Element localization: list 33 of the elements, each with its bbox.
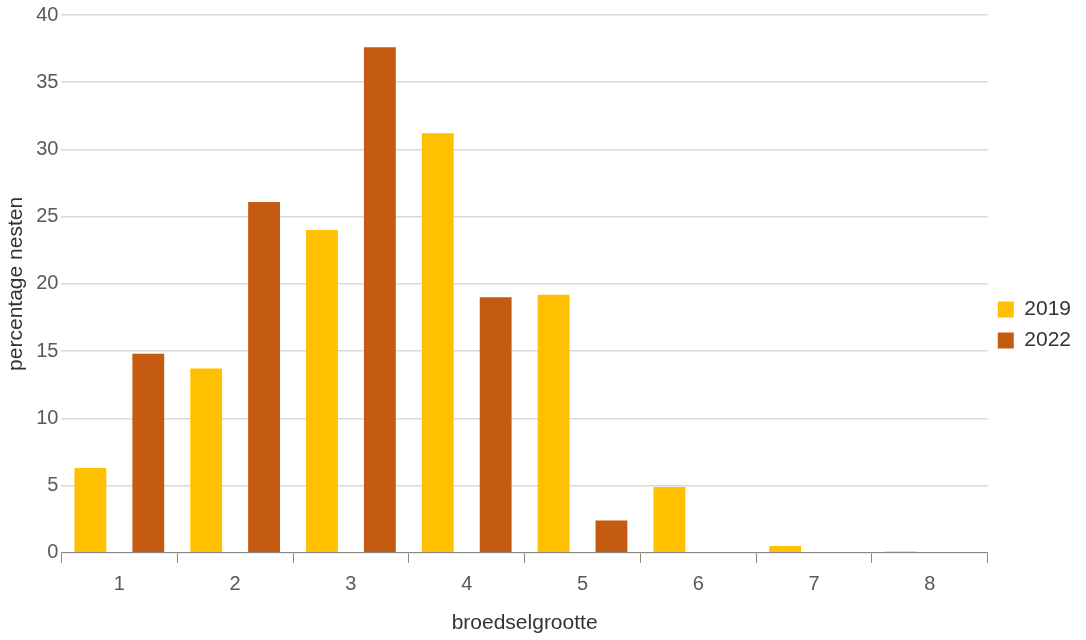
bar	[595, 520, 628, 553]
bar	[537, 294, 570, 553]
bar	[132, 353, 165, 553]
bar	[769, 546, 802, 553]
y-tick-label: 5	[47, 473, 59, 496]
y-tick-label: 0	[47, 540, 59, 563]
legend-label: 2022	[1024, 327, 1071, 351]
x-tick-label: 7	[808, 572, 820, 595]
x-tick-label: 4	[461, 572, 473, 595]
legend-label: 2019	[1024, 296, 1071, 320]
y-axis-title: percentage nesten	[3, 196, 27, 371]
y-tick-label: 25	[36, 204, 59, 227]
bar	[190, 368, 223, 553]
bar	[653, 486, 686, 553]
x-tick-label: 6	[692, 572, 704, 595]
bar	[248, 201, 280, 553]
x-axis-title: broedselgrootte	[451, 610, 598, 634]
y-tick-label: 10	[36, 405, 59, 428]
x-tick-label: 1	[113, 572, 125, 595]
x-tick-label: 3	[345, 572, 357, 595]
x-tick-label: 8	[924, 572, 936, 595]
y-tick-label: 35	[36, 69, 59, 92]
bar	[363, 47, 396, 553]
x-tick-label: 5	[576, 572, 589, 595]
x-tick-label: 2	[229, 572, 241, 595]
bar	[421, 133, 454, 553]
bar	[479, 297, 512, 553]
y-tick-label: 20	[36, 271, 59, 294]
bar	[306, 230, 338, 553]
y-tick-label: 30	[36, 136, 59, 159]
y-tick-label: 15	[36, 338, 59, 361]
bar	[74, 468, 107, 553]
y-tick-label: 40	[36, 2, 59, 25]
